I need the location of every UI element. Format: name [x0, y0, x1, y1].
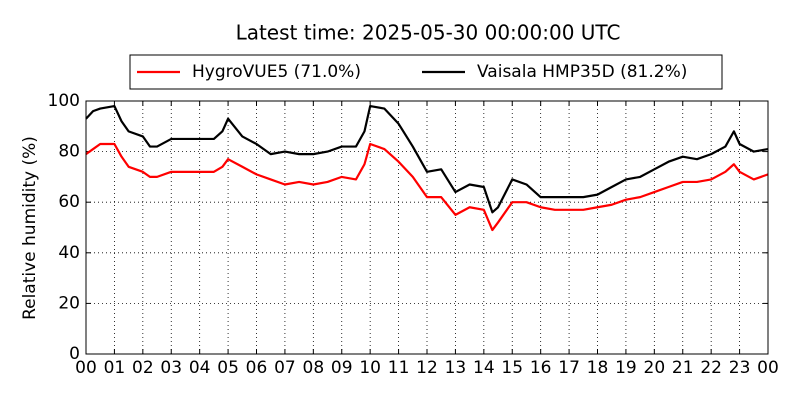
y-tick-label: 20	[58, 293, 80, 313]
x-tick-label: 00	[75, 358, 97, 378]
x-tick-label: 09	[331, 358, 353, 378]
y-tick-label: 80	[58, 142, 80, 162]
x-tick-label: 05	[217, 358, 239, 378]
legend-box	[129, 54, 723, 90]
y-axis-label: Relative humidity (%)	[20, 136, 40, 320]
x-tick-label: 03	[160, 358, 182, 378]
x-tick-label: 02	[132, 358, 154, 378]
x-tick-label: 12	[416, 358, 438, 378]
x-tick-label: 18	[587, 358, 609, 378]
plot-frame	[85, 100, 769, 355]
y-tick-label: 60	[58, 192, 80, 212]
x-tick-label: 23	[729, 358, 751, 378]
y-tick-label: 100	[48, 91, 80, 111]
x-tick-label: 10	[359, 358, 381, 378]
chart-title: Latest time: 2025-05-30 00:00:00 UTC	[236, 21, 621, 45]
x-tick-label: 16	[530, 358, 552, 378]
legend-label: HygroVUE5 (71.0%)	[192, 62, 361, 82]
x-tick-label: 20	[644, 358, 666, 378]
x-tick-label: 22	[700, 358, 722, 378]
x-tick-label: 11	[388, 358, 410, 378]
x-tick-label: 13	[445, 358, 467, 378]
data-line	[85, 142, 769, 232]
x-tick-label: 17	[558, 358, 580, 378]
x-tick-label: 00	[757, 358, 779, 378]
x-tick-label: 19	[615, 358, 637, 378]
x-tick-label: 04	[189, 358, 211, 378]
legend-label: Vaisala HMP35D (81.2%)	[477, 62, 687, 82]
x-tick-label: 21	[672, 358, 694, 378]
y-tick-label: 40	[58, 243, 80, 263]
y-tick-label: 0	[69, 344, 80, 364]
x-tick-label: 14	[473, 358, 495, 378]
x-tick-label: 06	[246, 358, 268, 378]
x-tick-label: 15	[501, 358, 523, 378]
data-line	[85, 104, 769, 214]
x-tick-label: 08	[303, 358, 325, 378]
x-tick-label: 01	[104, 358, 126, 378]
x-tick-label: 07	[274, 358, 296, 378]
